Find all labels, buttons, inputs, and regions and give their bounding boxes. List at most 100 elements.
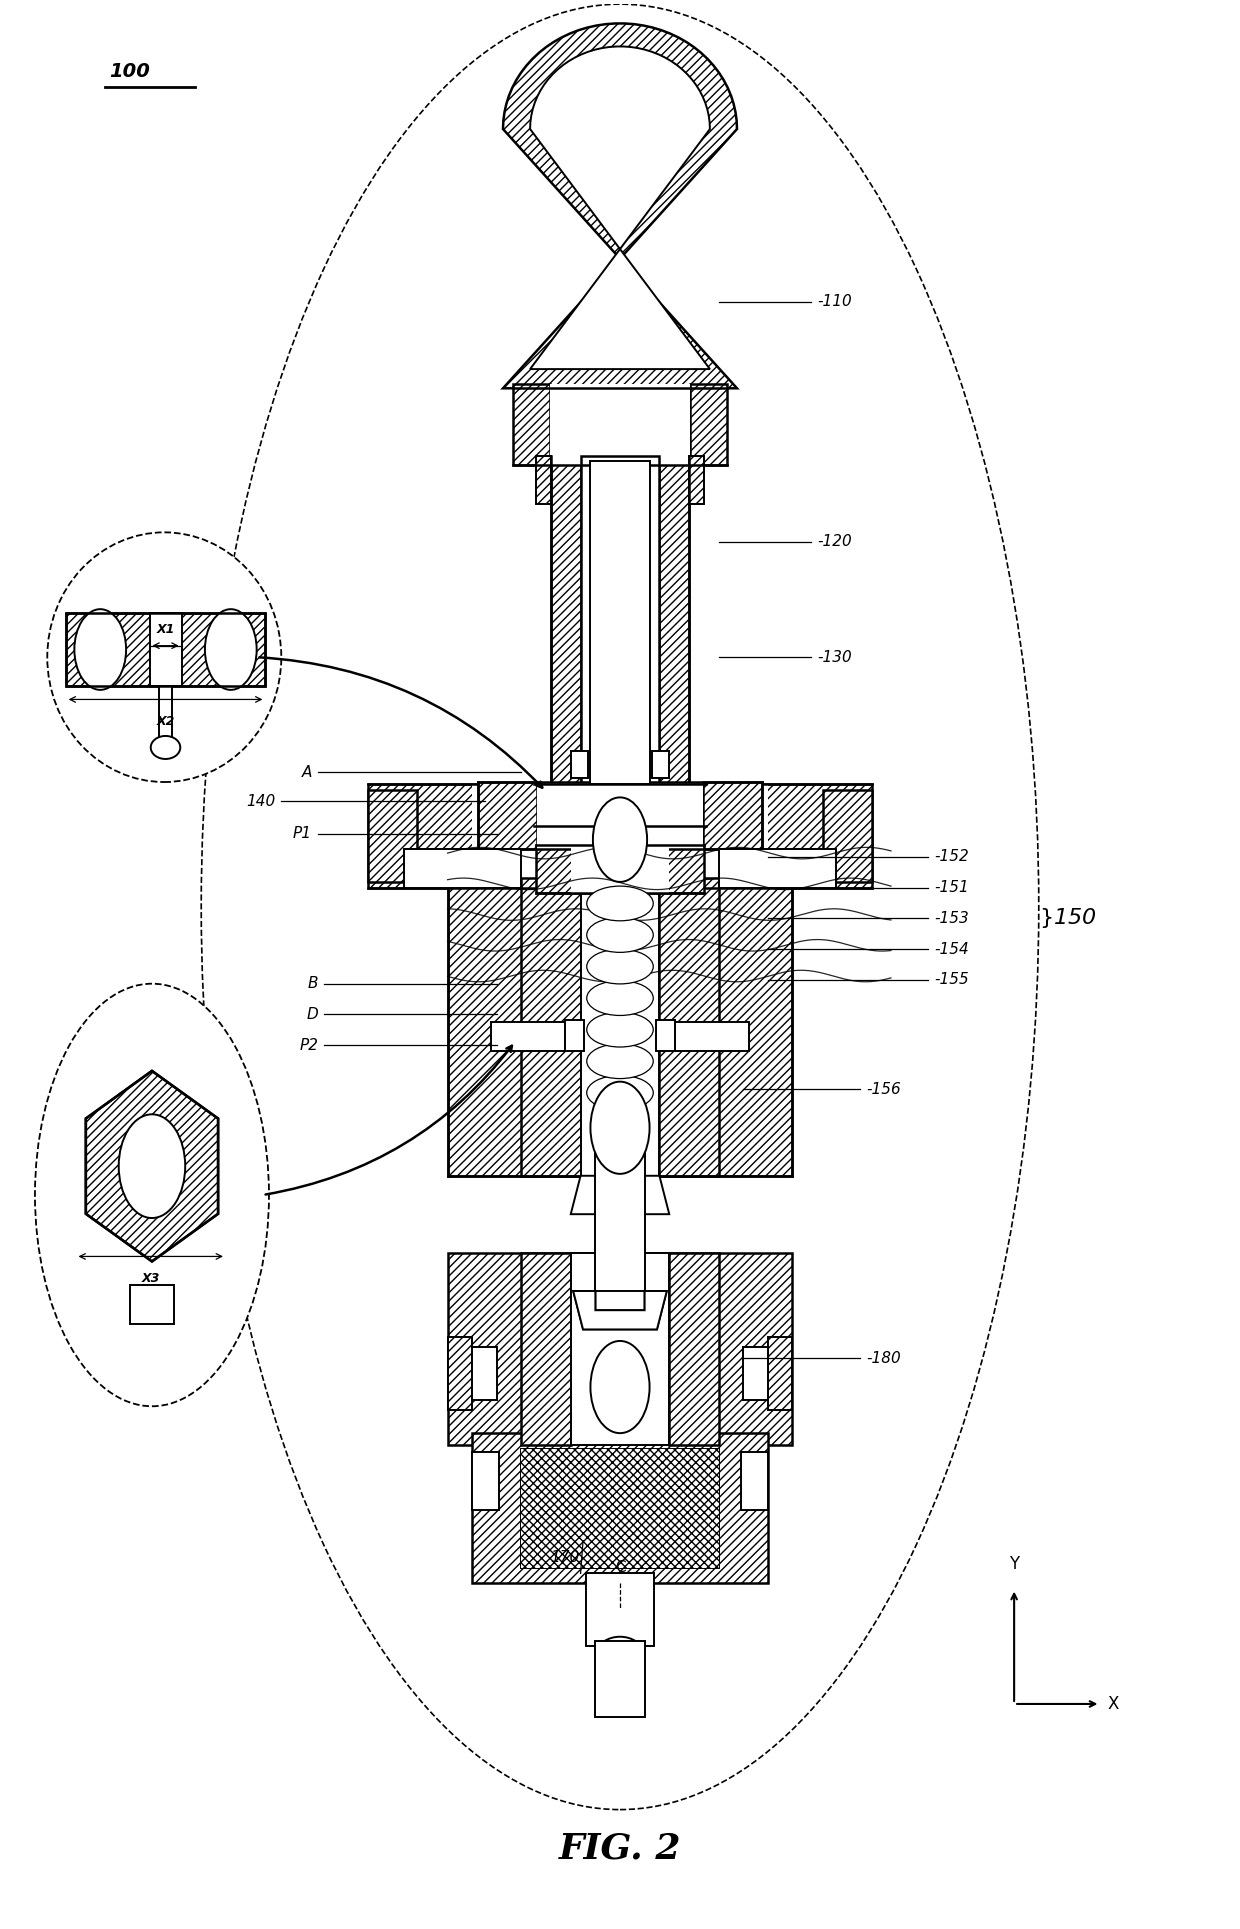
Bar bbox=[590, 461, 650, 783]
Bar bbox=[522, 878, 718, 1177]
Bar bbox=[743, 1346, 768, 1400]
Text: -155: -155 bbox=[934, 972, 968, 988]
Text: -156: -156 bbox=[867, 1082, 901, 1098]
Bar bbox=[66, 613, 265, 687]
Bar bbox=[522, 878, 580, 1177]
Ellipse shape bbox=[587, 918, 653, 953]
Text: D: D bbox=[306, 1007, 319, 1022]
Bar bbox=[642, 783, 707, 826]
Bar bbox=[367, 789, 417, 882]
Bar bbox=[551, 455, 580, 791]
Bar bbox=[66, 613, 265, 687]
Bar bbox=[160, 687, 171, 743]
Polygon shape bbox=[86, 1071, 218, 1262]
Polygon shape bbox=[503, 23, 737, 388]
Bar bbox=[537, 781, 703, 849]
Bar bbox=[670, 1252, 718, 1445]
Circle shape bbox=[590, 1082, 650, 1175]
Ellipse shape bbox=[35, 984, 269, 1406]
Text: Y: Y bbox=[1009, 1555, 1019, 1574]
Bar bbox=[472, 1346, 497, 1400]
Bar bbox=[703, 781, 761, 849]
Bar bbox=[740, 1453, 768, 1510]
Bar bbox=[513, 384, 549, 465]
Text: A: A bbox=[301, 766, 312, 779]
Bar bbox=[823, 789, 873, 882]
Bar bbox=[660, 878, 718, 1177]
Bar bbox=[522, 1449, 718, 1568]
Text: P1: P1 bbox=[293, 826, 312, 841]
Bar bbox=[656, 1020, 676, 1051]
Bar bbox=[536, 845, 704, 893]
Ellipse shape bbox=[151, 737, 180, 758]
Bar bbox=[580, 878, 660, 1177]
Text: $\}$150: $\}$150 bbox=[1039, 907, 1096, 930]
Bar bbox=[367, 783, 873, 887]
Bar bbox=[533, 783, 598, 826]
Bar bbox=[718, 849, 836, 887]
Bar bbox=[491, 1022, 564, 1051]
Text: 140: 140 bbox=[246, 793, 275, 808]
Bar bbox=[580, 783, 660, 826]
Polygon shape bbox=[529, 46, 711, 368]
Bar bbox=[570, 750, 588, 777]
Ellipse shape bbox=[587, 980, 653, 1015]
Ellipse shape bbox=[587, 1013, 653, 1047]
Bar bbox=[580, 455, 660, 791]
Text: -153: -153 bbox=[934, 910, 968, 926]
Bar bbox=[691, 384, 727, 465]
Bar bbox=[448, 878, 792, 1177]
Text: X2: X2 bbox=[156, 716, 175, 727]
Text: -110: -110 bbox=[817, 295, 852, 309]
Bar bbox=[689, 455, 704, 503]
Bar bbox=[549, 384, 691, 465]
Bar bbox=[522, 1252, 718, 1445]
Bar bbox=[448, 1252, 792, 1445]
Ellipse shape bbox=[587, 885, 653, 920]
Bar bbox=[570, 1252, 670, 1445]
Circle shape bbox=[74, 610, 126, 691]
Bar bbox=[404, 849, 522, 887]
Bar bbox=[570, 845, 670, 893]
Bar bbox=[585, 1574, 655, 1645]
Bar bbox=[150, 613, 181, 687]
Polygon shape bbox=[573, 1291, 667, 1329]
Text: X: X bbox=[1107, 1696, 1120, 1713]
Bar bbox=[472, 1433, 768, 1584]
Text: 100: 100 bbox=[109, 62, 150, 81]
Circle shape bbox=[119, 1115, 185, 1217]
Ellipse shape bbox=[598, 1636, 642, 1667]
Bar bbox=[595, 1128, 645, 1291]
Bar bbox=[522, 1252, 570, 1445]
Bar bbox=[676, 1022, 749, 1051]
Circle shape bbox=[590, 1341, 650, 1433]
Ellipse shape bbox=[201, 4, 1039, 1809]
Bar bbox=[536, 455, 551, 503]
Bar bbox=[522, 1449, 718, 1568]
Text: -120: -120 bbox=[817, 534, 852, 550]
Polygon shape bbox=[573, 1291, 667, 1329]
Text: 170: 170 bbox=[551, 1551, 579, 1564]
Bar bbox=[580, 878, 660, 1177]
Text: X3: X3 bbox=[141, 1271, 160, 1285]
Bar bbox=[652, 750, 670, 777]
Text: FIG. 2: FIG. 2 bbox=[559, 1831, 681, 1865]
Text: -180: -180 bbox=[867, 1350, 901, 1366]
Ellipse shape bbox=[587, 1076, 653, 1109]
Text: B: B bbox=[308, 976, 319, 992]
Bar bbox=[448, 1337, 472, 1410]
Ellipse shape bbox=[587, 1044, 653, 1078]
Bar bbox=[472, 1453, 500, 1510]
Ellipse shape bbox=[587, 949, 653, 984]
Text: -154: -154 bbox=[934, 941, 968, 957]
Text: P2: P2 bbox=[299, 1038, 319, 1053]
Bar bbox=[564, 1020, 584, 1051]
Text: -152: -152 bbox=[934, 849, 968, 864]
Circle shape bbox=[205, 610, 257, 691]
Polygon shape bbox=[570, 1177, 670, 1213]
Bar bbox=[479, 781, 537, 849]
Ellipse shape bbox=[47, 532, 281, 781]
Text: -130: -130 bbox=[817, 650, 852, 666]
Text: C: C bbox=[615, 1561, 625, 1576]
Bar bbox=[768, 1337, 792, 1410]
